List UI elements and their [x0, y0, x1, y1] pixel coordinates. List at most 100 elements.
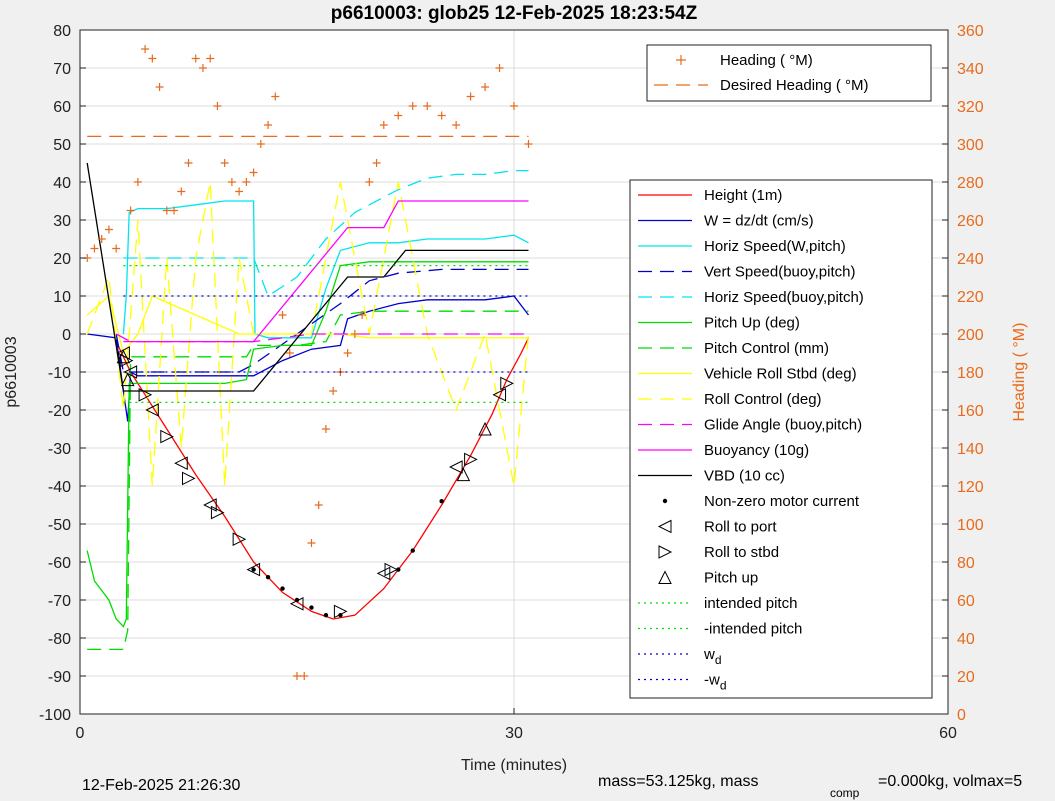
y-tick-label: 10 — [53, 289, 71, 306]
heading-point — [466, 92, 475, 101]
y-tick-label: 20 — [53, 251, 71, 268]
y-tick-label: -50 — [48, 517, 71, 534]
heading-point — [112, 244, 121, 253]
roll-to-port-marker — [246, 562, 261, 577]
y-right-tick-label: 240 — [957, 251, 984, 268]
heading-point — [191, 54, 200, 63]
heading-point — [358, 311, 367, 319]
y-axis-label: p6610003 — [3, 336, 20, 407]
legend-label: Horiz Speed(buoy,pitch) — [704, 289, 864, 306]
series-horiz-speed-w-pitch — [122, 200, 529, 339]
heading-point — [423, 102, 432, 110]
pitch-up-marker — [116, 349, 131, 364]
legend-label-subscript: d — [715, 653, 722, 667]
heading-point — [278, 311, 287, 319]
y-tick-label: 30 — [53, 213, 71, 230]
legend-label: Non-zero motor current — [704, 493, 860, 510]
legend-sample — [657, 519, 672, 534]
pitch-up-marker — [456, 467, 471, 482]
motor-current-dot — [294, 597, 300, 603]
legend-label: Height (1m) — [704, 187, 782, 204]
motor-current-dot — [280, 586, 285, 591]
heading-point — [97, 235, 106, 243]
motor-current-dot — [251, 567, 256, 572]
heading-point — [394, 111, 403, 120]
marker-layer — [116, 346, 514, 619]
heading-point — [104, 225, 113, 234]
roll-to-stbd-marker — [384, 562, 399, 577]
y-tick-label: -30 — [48, 441, 71, 458]
heading-point — [126, 206, 135, 215]
pitch-up-marker — [478, 421, 492, 436]
roll-to-stbd-marker — [138, 387, 153, 402]
y-tick-label: -90 — [48, 669, 71, 686]
legend-label: Glide Angle (buoy,pitch) — [704, 417, 862, 434]
x-tick-label: 60 — [939, 725, 957, 742]
y-right-tick-label: 360 — [957, 23, 984, 40]
heading-point — [249, 168, 258, 177]
motor-current-dot — [410, 548, 415, 553]
heading-point — [379, 121, 388, 129]
heading-point — [242, 178, 251, 186]
roll-to-port-marker — [145, 403, 159, 417]
legend-box — [646, 44, 932, 102]
roll-to-port-marker — [203, 498, 217, 512]
y-tick-label: 50 — [53, 137, 71, 154]
series-heading-m — [83, 45, 533, 680]
y-right-tick-label: 340 — [957, 61, 984, 78]
roll-to-port-marker — [449, 460, 463, 474]
y-right-tick-label: 60 — [957, 593, 975, 610]
y-right-tick-label: 320 — [957, 99, 984, 116]
y-tick-label: 0 — [62, 327, 71, 344]
y-tick-label: 60 — [53, 99, 71, 116]
chart-title: p6610003: glob25 12-Feb-2025 18:23:54Z — [331, 3, 698, 24]
roll-to-stbd-marker — [232, 532, 247, 547]
series-vbd-10-cc — [86, 162, 529, 392]
series-buoyancy-10g — [123, 200, 529, 343]
heading-point — [213, 102, 222, 110]
legend-label: Horiz Speed(W,pitch) — [704, 238, 846, 255]
footer-volmax: =0.000kg, volmax=5 — [878, 773, 1022, 790]
y-tick-label: -60 — [48, 555, 71, 572]
legend-label: Vehicle Roll Stbd (deg) — [704, 366, 857, 383]
heading-point — [264, 121, 273, 129]
footer-mass-subscript: comp — [830, 786, 860, 800]
motor-current-dot — [323, 613, 329, 618]
heading-point — [300, 672, 309, 680]
y-right-tick-label: 20 — [957, 669, 975, 686]
motor-current-dot — [265, 575, 271, 580]
tick-layer: -100-90-80-70-60-50-40-30-20-10010203040… — [39, 23, 984, 742]
legend-label-subscript: d — [720, 679, 727, 693]
heading-point — [162, 206, 171, 215]
heading-point — [148, 54, 157, 63]
heading-point — [314, 501, 323, 509]
y-right-tick-label: 160 — [957, 403, 984, 420]
heading-point — [343, 349, 352, 357]
y-tick-label: 80 — [53, 23, 71, 40]
legend-label: Desired Heading ( °M) — [720, 77, 869, 94]
y-right-tick-label: 220 — [957, 289, 984, 306]
y-axis-right-label: Heading ( °M) — [1011, 323, 1028, 422]
roll-to-port-marker — [123, 365, 138, 379]
heading-point — [170, 206, 179, 215]
heading-point — [271, 92, 280, 101]
series-height-1m — [115, 337, 530, 620]
legend-label: Heading ( °M) — [720, 52, 813, 69]
pitch-up-marker — [120, 372, 135, 387]
legend-sample — [662, 498, 668, 504]
roll-to-stbd-marker — [160, 429, 174, 444]
roll-to-stbd-marker — [500, 376, 514, 391]
legend-label: Roll to stbd — [704, 544, 779, 561]
y-tick-label: -20 — [48, 403, 71, 420]
heading-point — [285, 349, 294, 357]
series-horiz-speed-buoy-pitch — [123, 169, 529, 297]
legend-box — [629, 179, 933, 699]
motor-current-dot — [338, 613, 343, 618]
legend-label: intended pitch — [704, 595, 797, 612]
heading-point — [372, 159, 381, 167]
legend-heading: Heading ( °M) Desired Heading ( °M) — [646, 44, 932, 102]
heading-point — [141, 45, 150, 53]
legend-sample — [676, 55, 686, 65]
roll-to-port-marker — [174, 456, 188, 471]
y-right-tick-label: 0 — [957, 707, 966, 724]
